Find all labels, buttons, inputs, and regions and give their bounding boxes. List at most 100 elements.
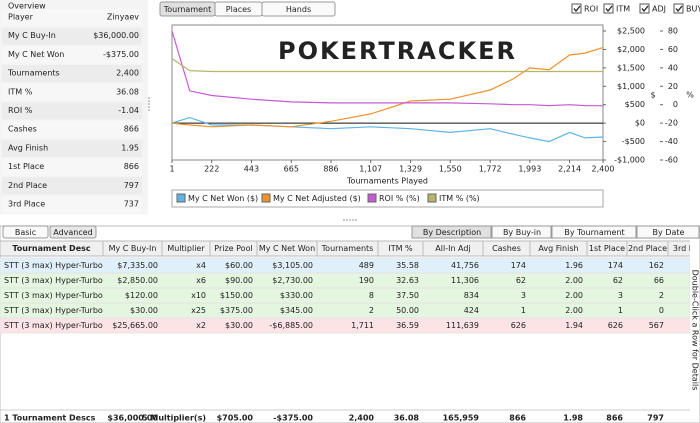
tab[interactable] <box>261 1 336 17</box>
column-header-label[interactable]: 3rd Place <box>673 244 700 253</box>
column-header-label[interactable]: Avg Finish <box>538 244 578 253</box>
group-tab[interactable] <box>491 225 552 239</box>
column-header-label[interactable]: Multiplier <box>167 244 205 253</box>
table-cell: $2,850.00 <box>117 276 158 285</box>
legend-swatch <box>261 193 271 203</box>
overview-label: Avg Finish <box>8 143 48 152</box>
checkbox-label[interactable]: ROI <box>584 5 598 14</box>
table-row[interactable] <box>0 257 690 274</box>
group-tab-label[interactable]: By Date <box>653 228 685 237</box>
table-cell: 174 <box>511 261 526 270</box>
series-line <box>171 58 603 73</box>
column-header-label[interactable]: Cashes <box>492 244 521 253</box>
group-tab[interactable] <box>636 225 700 239</box>
column-header-label[interactable]: 1st Place <box>589 244 625 253</box>
group-tab[interactable] <box>551 225 637 239</box>
column-header-label[interactable]: My C Net Won <box>259 244 315 253</box>
table-cell: 1 <box>521 306 526 315</box>
table-row[interactable] <box>0 272 690 289</box>
splitter-dot <box>349 219 351 221</box>
x-tick-label: 665 <box>284 165 299 174</box>
column-header-label[interactable]: ITM % <box>388 244 413 253</box>
table-row[interactable] <box>0 317 690 334</box>
y-tick-label: $2,500 <box>617 27 645 36</box>
table-cell: 489 <box>359 261 374 270</box>
splitter-dot <box>346 219 348 221</box>
group-tab[interactable] <box>411 225 492 239</box>
overview-value: 797 <box>124 181 139 190</box>
overview-value: 866 <box>124 162 139 171</box>
checkbox-label[interactable]: BUY <box>686 5 700 14</box>
table-cell: $330.00 <box>280 291 313 300</box>
view-button[interactable] <box>2 225 49 239</box>
y2-tick-label: 80 <box>668 27 678 36</box>
table-cell: 1.94 <box>565 321 583 330</box>
y-tick-label: $1,000 <box>617 82 645 91</box>
series-line <box>171 47 604 128</box>
checkbox[interactable] <box>603 3 614 14</box>
overview-title: Overview <box>8 2 46 11</box>
overview-value: 2,400 <box>116 69 139 78</box>
checkbox[interactable] <box>571 3 582 14</box>
table-cell: 62 <box>516 276 526 285</box>
table-row[interactable] <box>0 287 690 304</box>
tab-label[interactable]: Places <box>226 5 251 14</box>
overview-row <box>2 46 142 64</box>
table-cell: 2 <box>369 306 374 315</box>
y-tick-label: -$500 <box>622 137 645 146</box>
splitter-dot <box>148 106 150 108</box>
view-button-label[interactable]: Advanced <box>53 228 93 237</box>
overview-label: My C Buy-In <box>8 31 56 40</box>
column-header-label[interactable]: Prize Pool <box>214 244 252 253</box>
x-axis-label: Tournaments Played <box>346 177 428 186</box>
y2-tick-label: 0 <box>673 100 678 109</box>
tab-label[interactable]: Tournament <box>163 5 212 14</box>
table-cell: 62 <box>613 276 623 285</box>
table-cell: $2,730.00 <box>272 276 313 285</box>
table-cell: $60.00 <box>225 261 253 270</box>
legend-swatch <box>367 193 377 203</box>
splitter-dot <box>343 219 345 221</box>
column-header-label[interactable]: 2nd Place <box>628 244 667 253</box>
group-tab-label[interactable]: By Buy-in <box>503 228 541 237</box>
x-tick-label: 2,214 <box>558 165 581 174</box>
column-header-label[interactable]: Tournaments <box>321 244 374 253</box>
y2-tick-label: 20 <box>668 82 678 91</box>
checkbox[interactable] <box>639 3 650 14</box>
view-button-label[interactable]: Basic <box>15 228 36 237</box>
table-footer-cell: 866 <box>509 414 526 423</box>
y-tick-label: $1,500 <box>617 63 645 72</box>
table-cell: 2.00 <box>565 276 583 285</box>
group-tab-label[interactable]: By Description <box>423 228 481 237</box>
y-tick-label: -$1,000 <box>614 156 645 165</box>
splitter-dot <box>352 219 354 221</box>
table-row[interactable] <box>0 302 690 319</box>
column-header-label[interactable]: All-In Adj <box>435 244 470 253</box>
column-header[interactable] <box>667 240 700 257</box>
splitter-dot <box>148 100 150 102</box>
view-button[interactable] <box>49 225 97 239</box>
checkbox-label[interactable]: ADJ <box>652 5 666 14</box>
checkbox[interactable] <box>673 3 684 14</box>
overview-label: 2nd Place <box>8 181 47 190</box>
x-tick-label: 1,993 <box>518 165 541 174</box>
series-line <box>171 116 604 143</box>
column-header-label[interactable]: Tournament Desc <box>12 244 91 253</box>
table-cell: 32.63 <box>396 276 419 285</box>
overview-value: -$375.00 <box>103 50 139 59</box>
table-cell: $90.00 <box>225 276 253 285</box>
table-cell: -$6,885.00 <box>269 321 313 330</box>
tab-label[interactable]: Hands <box>286 5 311 14</box>
checkbox-label[interactable]: ITM <box>616 5 630 14</box>
table-cell: 36.59 <box>396 321 419 330</box>
column-header-label[interactable]: My C Buy-In <box>109 244 157 253</box>
splitter-dot <box>148 97 150 99</box>
table-footer-cell: $36,000.00 <box>107 414 158 423</box>
overview-value: Zinyaev <box>107 13 139 22</box>
table-cell: 2 <box>659 291 664 300</box>
checkmark <box>641 5 649 13</box>
legend-label: My C Net Won ($) <box>188 194 258 203</box>
table-cell: 174 <box>608 261 623 270</box>
table-footer-cell: 1 Tournament Descs <box>4 414 96 423</box>
group-tab-label[interactable]: By Tournament <box>564 228 624 237</box>
